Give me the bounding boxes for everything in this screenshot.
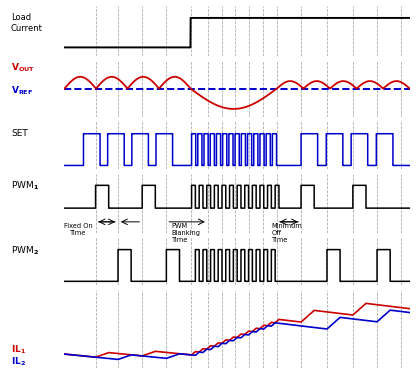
Text: PWM$\mathbf{_1}$: PWM$\mathbf{_1}$ xyxy=(11,180,39,192)
Text: SET: SET xyxy=(11,129,28,138)
Text: Minimum
Off
Time: Minimum Off Time xyxy=(272,223,302,243)
Text: $\mathbf{V_{OUT}}$: $\mathbf{V_{OUT}}$ xyxy=(11,62,35,74)
Text: Fixed On
Time: Fixed On Time xyxy=(64,223,93,236)
Text: Load
Current: Load Current xyxy=(11,13,43,33)
Text: $\mathbf{IL_2}$: $\mathbf{IL_2}$ xyxy=(11,356,26,368)
Text: PWM$\mathbf{_2}$: PWM$\mathbf{_2}$ xyxy=(11,245,39,257)
Text: $\mathbf{IL_1}$: $\mathbf{IL_1}$ xyxy=(11,343,26,356)
Text: $\mathbf{V_{REF}}$: $\mathbf{V_{REF}}$ xyxy=(11,85,33,97)
Text: PWM
Blanking
Time: PWM Blanking Time xyxy=(171,223,201,243)
